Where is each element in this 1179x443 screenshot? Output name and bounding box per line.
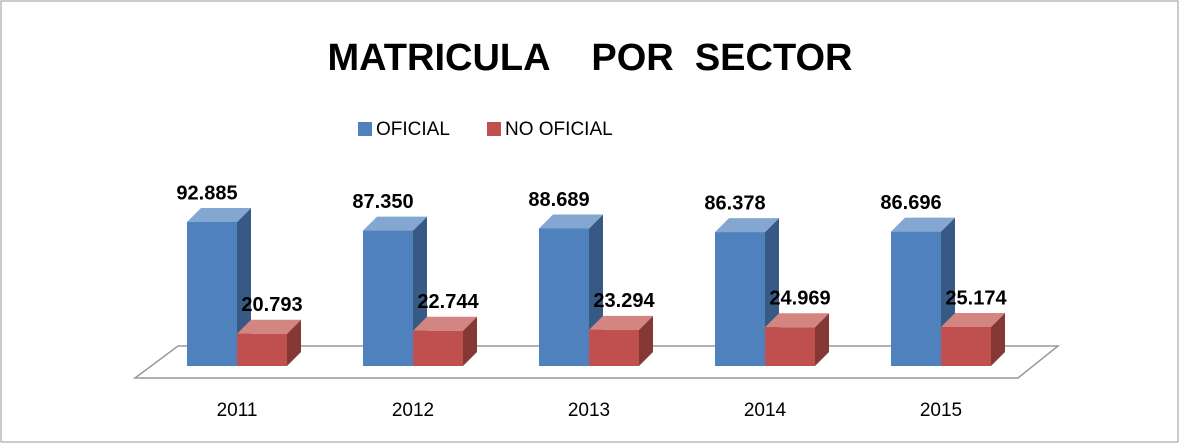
x-tick-label: 2012 xyxy=(392,400,434,421)
bar-top xyxy=(413,316,477,331)
bar-front xyxy=(765,327,815,366)
bar-front xyxy=(891,231,941,366)
bar-front xyxy=(539,228,589,366)
data-label: 24.969 xyxy=(769,288,830,310)
legend-swatch xyxy=(487,122,501,136)
data-label: 86.378 xyxy=(704,192,765,214)
bar-top xyxy=(363,216,427,231)
x-tick-label: 2014 xyxy=(744,400,787,421)
bar-front xyxy=(715,232,765,366)
bar xyxy=(941,312,1005,366)
bar-top xyxy=(187,208,251,222)
bar-front xyxy=(187,222,237,366)
data-label: 92.885 xyxy=(176,182,237,204)
bar xyxy=(413,316,477,366)
bar-side xyxy=(287,319,301,366)
data-label: 25.174 xyxy=(945,287,1007,309)
data-label: 86.696 xyxy=(880,192,941,214)
bar-side xyxy=(815,313,829,366)
bar-top xyxy=(715,218,779,233)
bar xyxy=(589,315,653,366)
chart-title: MATRICULA POR SECTOR xyxy=(328,37,853,79)
bar xyxy=(715,218,779,366)
bar-front xyxy=(237,333,287,366)
legend-label: NO OFICIAL xyxy=(505,119,613,140)
legend-swatch xyxy=(358,122,372,136)
bar-side xyxy=(639,315,653,366)
data-label: 87.350 xyxy=(352,191,413,213)
data-label: 22.744 xyxy=(417,291,479,313)
bar-top xyxy=(539,214,603,229)
bar-top xyxy=(891,217,955,232)
bar-front xyxy=(363,230,413,366)
bar-top xyxy=(589,315,653,330)
x-tick-label: 2015 xyxy=(920,400,962,421)
bar-front xyxy=(413,330,463,366)
bar-side xyxy=(463,316,477,366)
bar-side xyxy=(991,312,1005,366)
bar xyxy=(539,214,603,366)
data-label: 23.294 xyxy=(593,290,655,312)
bar-front xyxy=(941,326,991,366)
data-label: 88.689 xyxy=(528,189,589,211)
bar-top xyxy=(765,313,829,328)
x-tick-label: 2013 xyxy=(568,400,610,421)
bar-top xyxy=(941,312,1005,327)
data-label: 20.793 xyxy=(241,294,302,316)
bar-front xyxy=(589,329,639,366)
legend-label: OFICIAL xyxy=(376,119,450,140)
bar xyxy=(237,319,301,366)
bar-top xyxy=(237,319,301,334)
bar xyxy=(765,313,829,366)
x-tick-label: 2011 xyxy=(217,400,258,421)
